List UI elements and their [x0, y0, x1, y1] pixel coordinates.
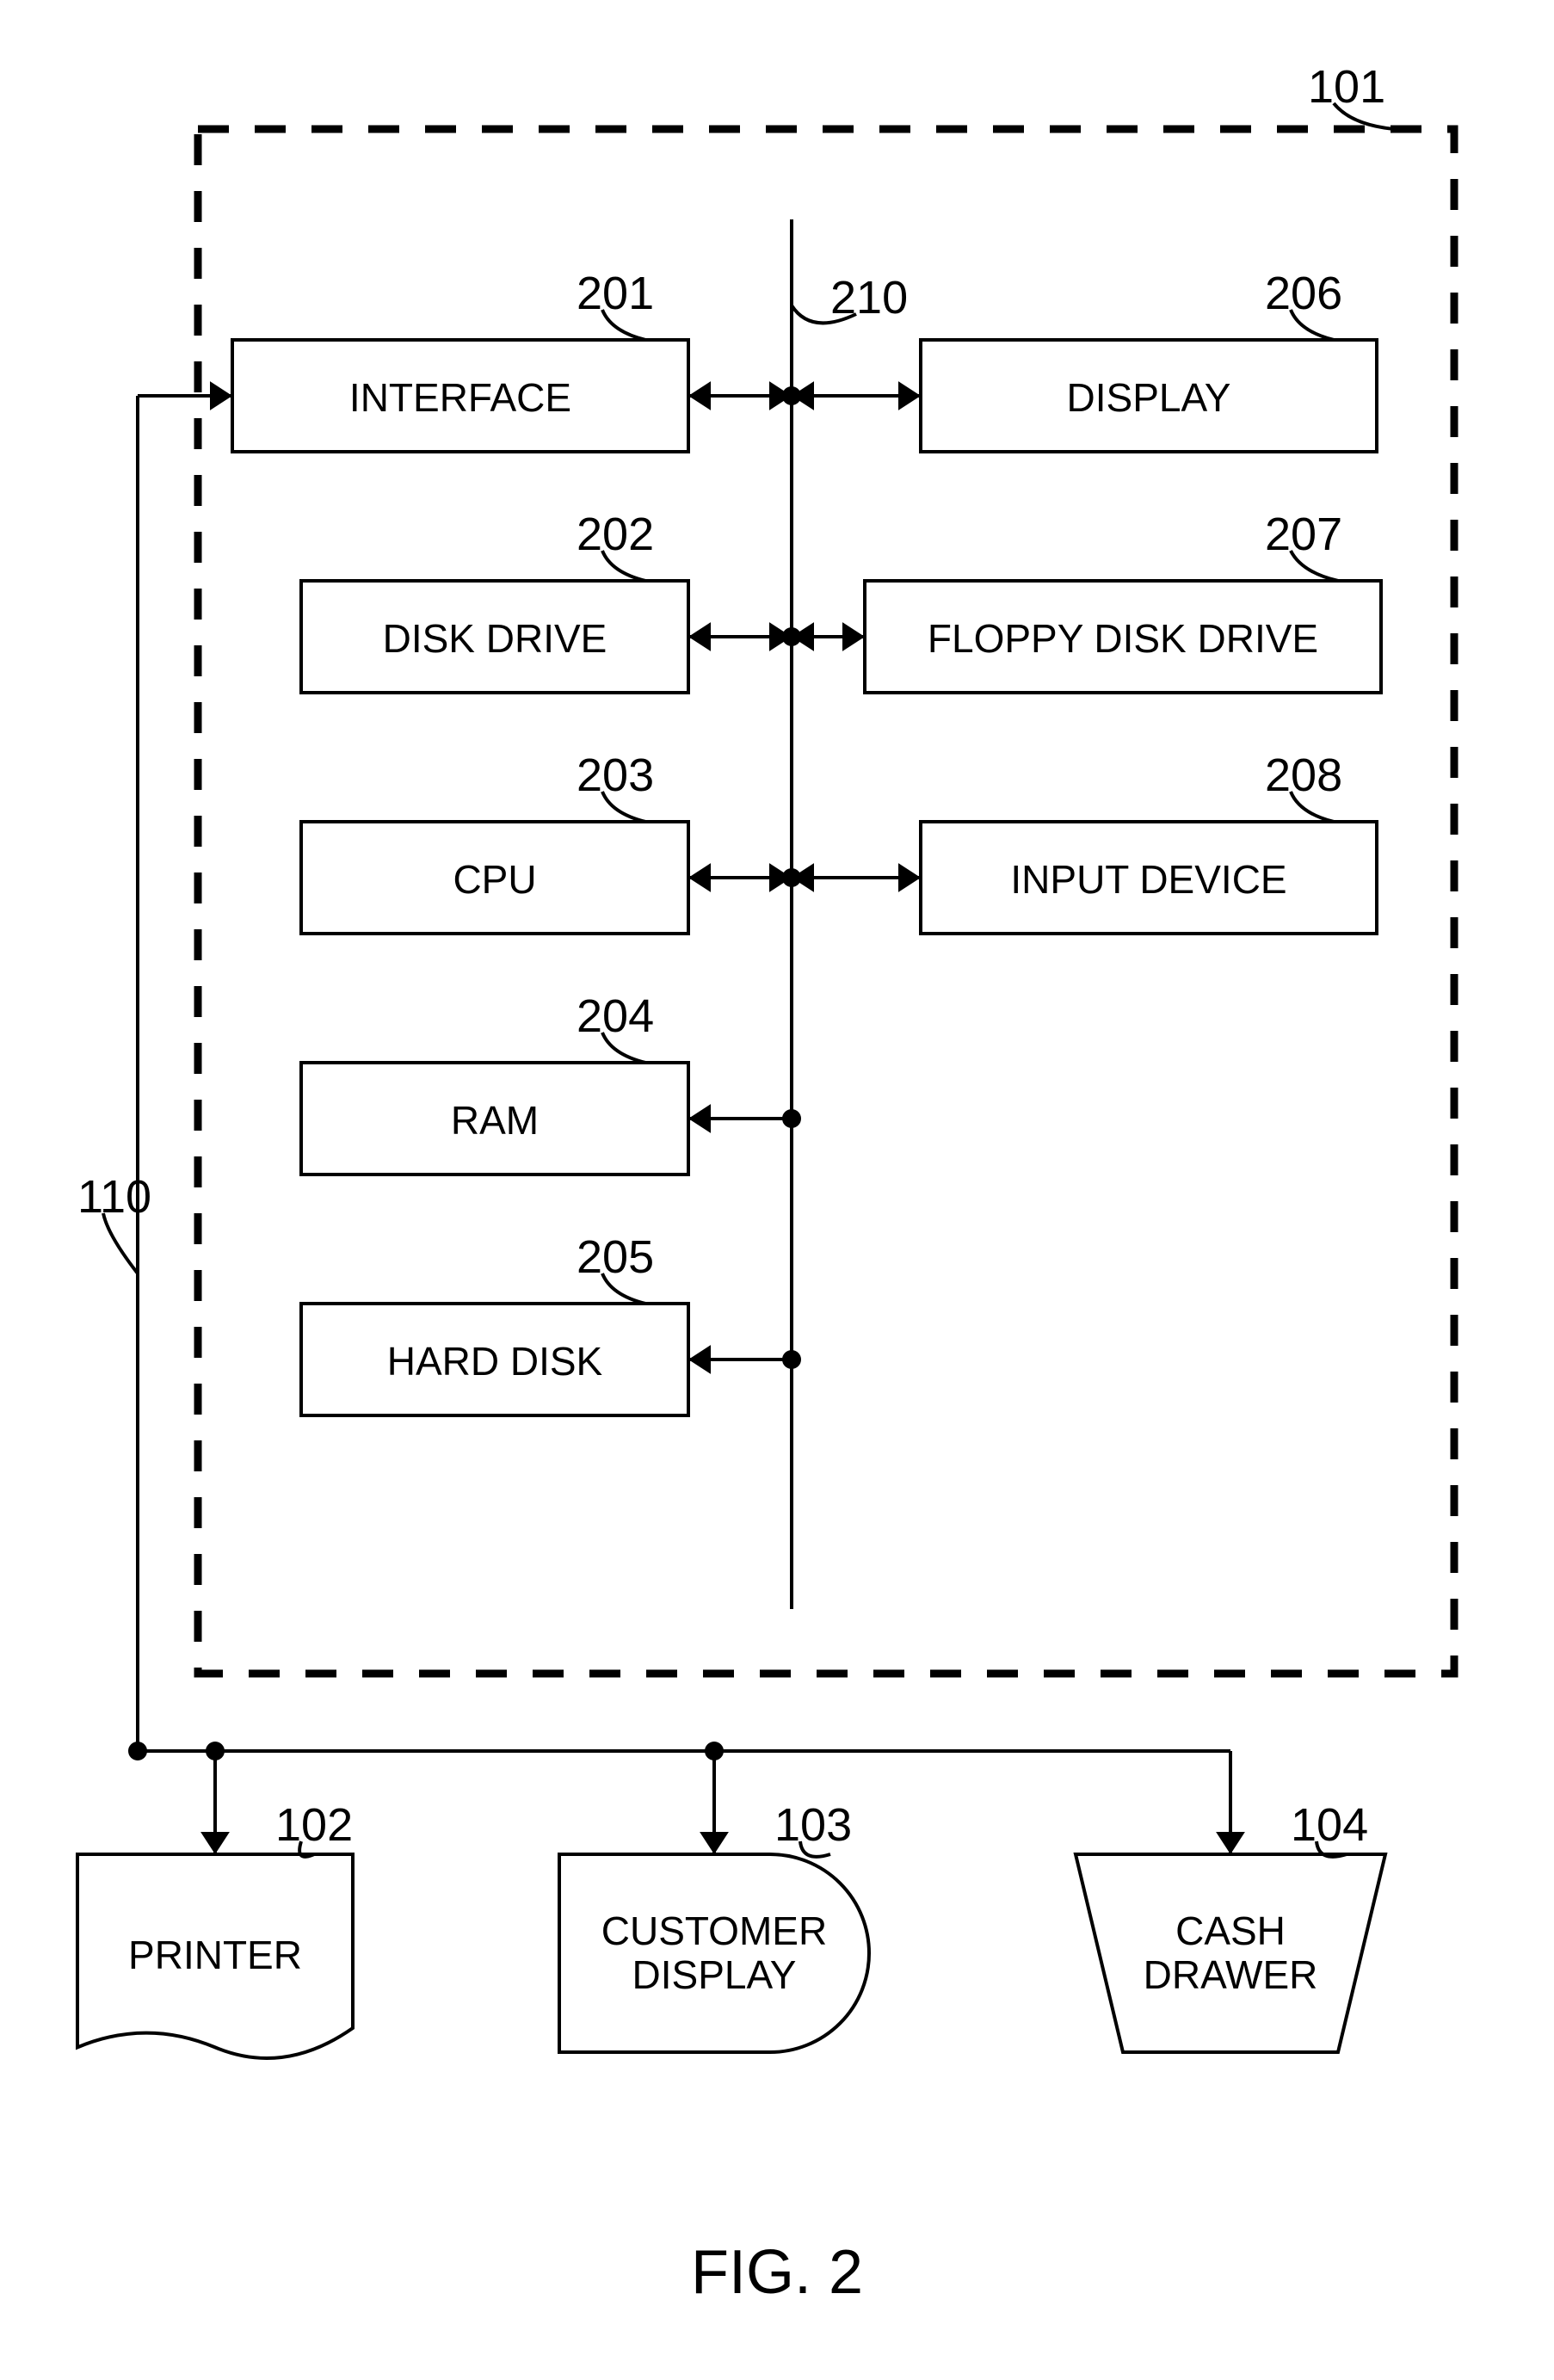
- ref-210: 210: [830, 271, 908, 324]
- diagram-canvas: FIG. 2 101210INTERFACE201DISPLAY206DISK …: [0, 0, 1554, 2380]
- ref-204: 204: [577, 990, 654, 1043]
- ref-102: 102: [275, 1798, 353, 1852]
- figure-caption: FIG. 2: [0, 2237, 1554, 2308]
- ref-101: 101: [1308, 60, 1385, 114]
- ref-203: 203: [577, 749, 654, 802]
- ref-207: 207: [1265, 508, 1342, 561]
- ref-201: 201: [577, 267, 654, 320]
- ref-206: 206: [1265, 267, 1342, 320]
- ref-103: 103: [774, 1798, 852, 1852]
- ref-104: 104: [1291, 1798, 1368, 1852]
- ref-202: 202: [577, 508, 654, 561]
- ref-110: 110: [77, 1170, 151, 1224]
- diagram-svg: [0, 0, 1554, 2380]
- ref-205: 205: [577, 1230, 654, 1284]
- ref-208: 208: [1265, 749, 1342, 802]
